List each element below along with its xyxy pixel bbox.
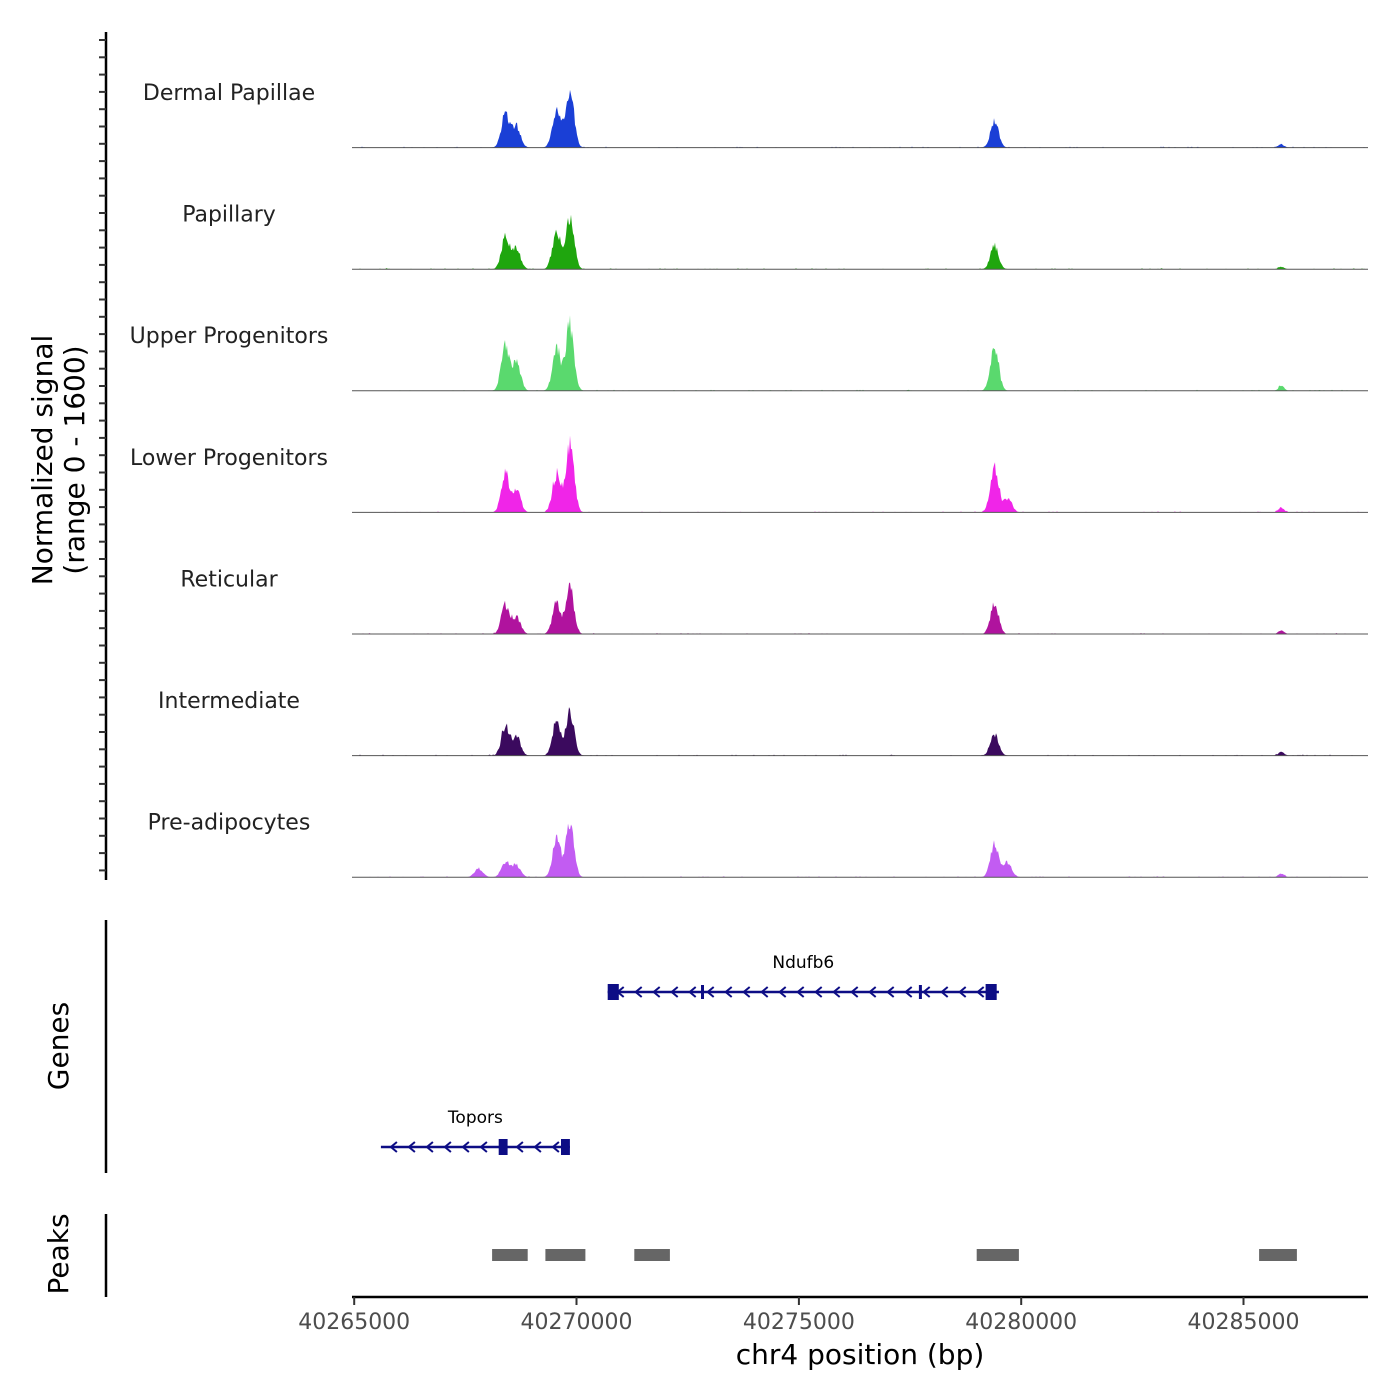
track-label: Lower Progenitors [130, 446, 328, 471]
strand-arrow [389, 1141, 398, 1153]
track-lower-progenitors: Lower Progenitors [130, 435, 1368, 513]
peak-region [492, 1249, 528, 1261]
gene-label: Topors [447, 1108, 503, 1128]
track-label: Reticular [180, 567, 278, 592]
y-axis-title-line1: Normalized signal [26, 335, 59, 586]
coverage-area [352, 89, 1368, 148]
track-label: Intermediate [158, 689, 300, 714]
strand-arrow [515, 1141, 524, 1153]
exon [498, 1139, 508, 1155]
exon [918, 985, 922, 999]
strand-arrow [706, 986, 715, 998]
track-label: Papillary [182, 203, 276, 228]
coverage-area [352, 315, 1368, 391]
x-tick-label: 40285000 [1188, 1310, 1300, 1335]
genes-panel: Ndufb6 Topors [380, 953, 999, 1155]
x-tick-label: 40275000 [743, 1310, 855, 1335]
genes-panel-label: Genes [42, 1002, 75, 1090]
strand-arrow [814, 986, 823, 998]
y-axis-title-line2: (range 0 - 1600) [58, 345, 91, 574]
peak-region [1259, 1249, 1297, 1261]
track-intermediate: Intermediate [158, 689, 1368, 757]
gene-topors: Topors [380, 1108, 570, 1155]
track-label: Pre-adipocytes [148, 811, 311, 836]
track-label: Dermal Papillae [143, 81, 315, 106]
strand-arrow [688, 986, 697, 998]
exon [607, 984, 619, 1000]
peak-region [545, 1249, 586, 1261]
strand-arrow [958, 986, 967, 998]
strand-arrow [670, 986, 679, 998]
peak-region [634, 1249, 670, 1261]
track-reticular: Reticular [180, 567, 1368, 635]
track-label: Upper Progenitors [130, 324, 329, 349]
peaks-panel [492, 1249, 1297, 1261]
strand-arrow [407, 1141, 416, 1153]
peaks-panel-label: Peaks [42, 1213, 75, 1294]
strand-arrow [940, 986, 949, 998]
strand-arrow [425, 1141, 434, 1153]
strand-arrow [904, 986, 913, 998]
strand-arrow [551, 1141, 560, 1153]
coverage-tracks: Dermal Papillae Papillary Upper Progenitor… [130, 81, 1368, 878]
strand-arrow [479, 1141, 488, 1153]
coverage-area [352, 582, 1368, 634]
strand-arrow [742, 986, 751, 998]
exon [701, 985, 704, 999]
track-upper-progenitors: Upper Progenitors [130, 315, 1368, 392]
strand-arrow [443, 1141, 452, 1153]
exon [985, 984, 997, 1000]
strand-arrow [724, 986, 733, 998]
strand-arrow [778, 986, 787, 998]
panel-axis-lines [99, 32, 108, 1297]
peak-region [976, 1249, 1019, 1261]
strand-arrow [976, 986, 985, 998]
strand-arrow [832, 986, 841, 998]
x-tick-label: 40280000 [965, 1310, 1077, 1335]
strand-arrow [796, 986, 805, 998]
strand-arrow [850, 986, 859, 998]
x-tick-label: 40270000 [521, 1310, 633, 1335]
x-axis-title: chr4 position (bp) [736, 1338, 985, 1371]
coverage-area [352, 214, 1368, 270]
coverage-area [352, 823, 1368, 878]
x-axis: 40265000 40270000 40275000 40280000 40285000 [298, 1295, 1368, 1335]
strand-arrow [886, 986, 895, 998]
strand-arrow [868, 986, 877, 998]
coverage-area [352, 707, 1368, 756]
strand-arrow [922, 986, 931, 998]
x-tick-label: 40265000 [298, 1310, 410, 1335]
track-dermal-papillae: Dermal Papillae [143, 81, 1368, 149]
coverage-area [352, 435, 1368, 513]
strand-arrow [652, 986, 661, 998]
exon [561, 1139, 570, 1155]
track-papillary: Papillary [182, 203, 1368, 270]
gene-ndufb6: Ndufb6 [607, 953, 999, 1000]
strand-arrow [533, 1141, 542, 1153]
gene-label: Ndufb6 [772, 953, 834, 973]
strand-arrow [760, 986, 769, 998]
strand-arrow [461, 1141, 470, 1153]
track-pre-adipocytes: Pre-adipocytes [148, 811, 1368, 878]
strand-arrow [634, 986, 643, 998]
